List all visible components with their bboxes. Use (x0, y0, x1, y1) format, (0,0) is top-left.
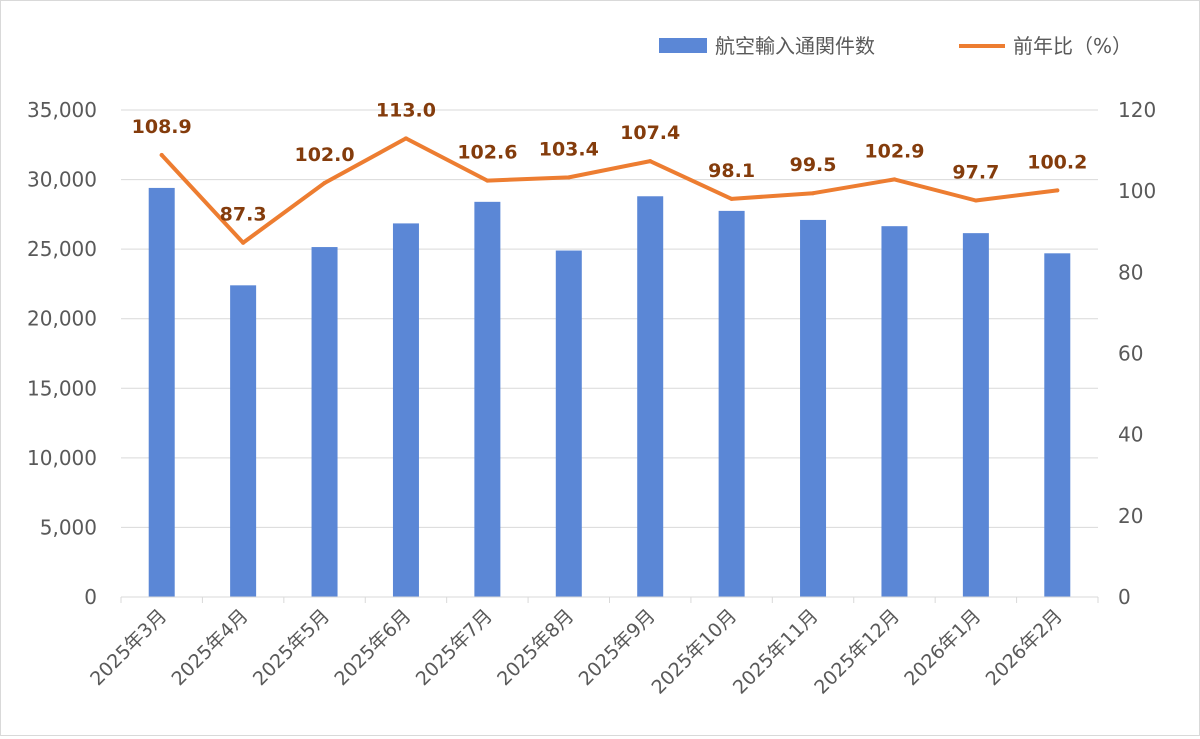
data-label: 99.5 (790, 154, 837, 176)
bar (637, 196, 664, 598)
x-tick-label: 2025年12月 (810, 605, 904, 699)
line-point (729, 196, 734, 201)
bar-series (148, 187, 1071, 598)
x-tick-label: 2025年4月 (167, 605, 252, 690)
line-point (566, 175, 571, 180)
line-series (159, 136, 1060, 245)
data-label: 102.6 (457, 142, 517, 164)
legend-bar-swatch (659, 38, 707, 53)
bar (881, 226, 908, 598)
bar (148, 187, 175, 598)
bar (230, 285, 257, 597)
legend: 航空輸入通関件数 前年比（%） (659, 34, 1132, 58)
gridlines (121, 109, 1098, 528)
x-tick-label: 2025年3月 (86, 605, 171, 690)
left-tick-label: 10,000 (27, 446, 97, 470)
x-tick-label: 2025年7月 (412, 605, 497, 690)
bar (962, 233, 989, 598)
data-label: 87.3 (220, 204, 267, 226)
right-tick-label: 0 (1118, 585, 1131, 609)
bar (718, 210, 745, 597)
bar (800, 219, 827, 597)
legend-line-label: 前年比（%） (1013, 34, 1132, 58)
left-tick-label: 30,000 (27, 168, 97, 192)
line-path (159, 136, 1060, 245)
line-point (1055, 188, 1060, 193)
left-tick-label: 20,000 (27, 307, 97, 331)
x-axis: 2025年3月2025年4月2025年5月2025年6月2025年7月2025年… (86, 596, 1099, 699)
right-axis-ticks: 0 20 40 60 80 100 120 (1118, 98, 1156, 609)
bar (311, 247, 338, 597)
data-label: 113.0 (376, 99, 436, 121)
line-point (322, 181, 327, 186)
right-tick-label: 20 (1118, 504, 1143, 528)
data-label: 107.4 (620, 122, 680, 144)
right-tick-label: 80 (1118, 260, 1143, 284)
left-tick-label: 0 (84, 585, 97, 609)
line-point (892, 177, 897, 182)
line-point (973, 198, 978, 203)
x-tick-label: 2025年11月 (729, 605, 823, 699)
left-tick-label: 15,000 (27, 376, 97, 400)
line-point (403, 136, 408, 141)
left-tick-label: 25,000 (27, 237, 97, 261)
line-point (811, 191, 816, 196)
data-label: 102.0 (294, 144, 354, 166)
x-tick-label: 2025年5月 (249, 605, 334, 690)
right-tick-label: 120 (1118, 98, 1156, 122)
x-tick-label: 2026年1月 (900, 605, 985, 690)
left-axis-ticks: 0 5,000 10,000 15,000 20,000 25,000 30,000 35,0… (27, 98, 97, 609)
data-label: 98.1 (708, 160, 755, 182)
data-label: 100.2 (1027, 151, 1087, 173)
x-tick-label: 2025年10月 (647, 605, 741, 699)
right-tick-label: 60 (1118, 342, 1143, 366)
right-tick-label: 100 (1118, 179, 1156, 203)
bar (392, 223, 419, 597)
data-label: 103.4 (539, 138, 599, 160)
data-label: 108.9 (132, 116, 192, 138)
bar (1044, 253, 1071, 597)
data-labels: 108.9 87.3 102.0 113.0 102.6 103.4 107.4 98.1 99… (132, 99, 1088, 225)
line-point (241, 240, 246, 245)
legend-bar-label: 航空輸入通関件数 (715, 34, 875, 58)
bar (555, 250, 582, 597)
line-point (159, 153, 164, 158)
bar (474, 201, 501, 597)
line-point (485, 178, 490, 183)
x-tick-label: 2026年2月 (982, 605, 1067, 690)
data-label: 97.7 (952, 162, 999, 184)
left-tick-label: 35,000 (27, 98, 97, 122)
left-tick-label: 5,000 (40, 515, 97, 539)
right-tick-label: 40 (1118, 423, 1143, 447)
x-tick-label: 2025年6月 (330, 605, 415, 690)
x-tick-label: 2025年9月 (575, 605, 660, 690)
line-point (648, 159, 653, 164)
x-tick-label: 2025年8月 (493, 605, 578, 690)
data-label: 102.9 (864, 140, 924, 162)
